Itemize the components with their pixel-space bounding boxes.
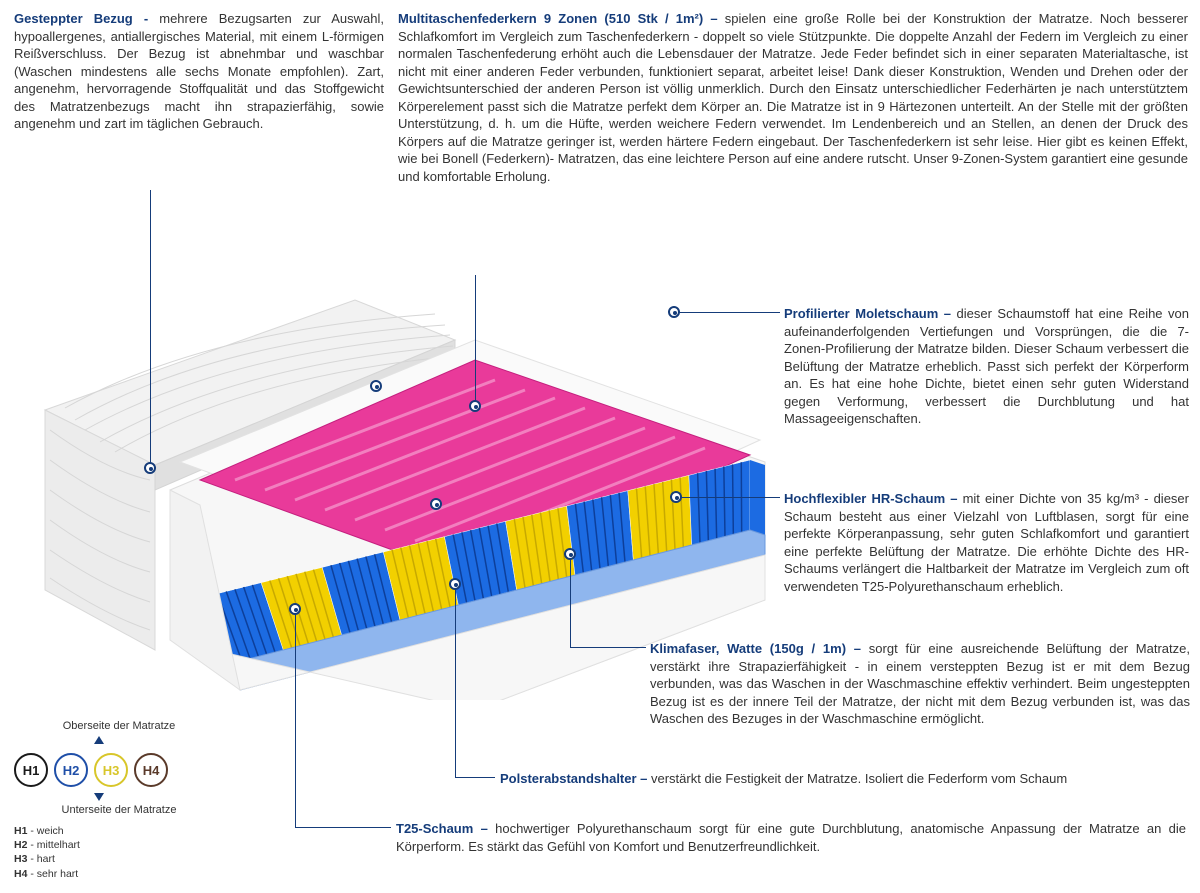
lead-line: [150, 190, 151, 465]
marker-pink-foam: [668, 306, 680, 318]
marker-cover: [144, 462, 156, 474]
marker-spacer: [449, 578, 461, 590]
molet-body: dieser Schaumstoff hat eine Reihe von au…: [784, 306, 1189, 426]
t25-title: T25-Schaum –: [396, 821, 495, 836]
marker-t25: [289, 603, 301, 615]
spacer-description: Polsterabstandshalter – verstärkt die Fe…: [500, 770, 1190, 788]
hr-foam-description: Hochflexibler HR-Schaum – mit einer Dich…: [784, 490, 1189, 595]
hardness-legend: Oberseite der Matratze H1 H2 H3 H4 Unter…: [14, 720, 224, 881]
marker-extra: [370, 380, 382, 392]
lead-line: [455, 777, 495, 778]
cover-description: Gesteppter Bezug - mehrere Bezugsarten z…: [14, 10, 384, 133]
marker-klimafaser: [564, 548, 576, 560]
molet-title: Profilierter Moletschaum –: [784, 306, 957, 321]
hr-title: Hochflexibler HR-Schaum –: [784, 491, 963, 506]
cover-title: Gesteppter Bezug -: [14, 11, 159, 26]
t25-description: T25-Schaum – hochwertiger Polyurethansch…: [396, 820, 1186, 855]
lead-line: [295, 827, 391, 828]
hardness-h3: H3: [94, 753, 128, 787]
springs-title: Multitaschenfederkern 9 Zonen (510 Stk /…: [398, 11, 725, 26]
hardness-h4: H4: [134, 753, 168, 787]
springs-body: spielen eine große Rolle bei der Konstru…: [398, 11, 1188, 184]
hardness-h1: H1: [14, 753, 48, 787]
legend-top-label: Oberseite der Matratze: [14, 720, 224, 732]
legend-bottom-label: Unterseite der Matratze: [14, 804, 224, 816]
mattress-diagram: [5, 280, 775, 700]
marker-extra: [430, 498, 442, 510]
spacer-body: verstärkt die Festigkeit der Matratze. I…: [651, 771, 1067, 786]
marker-hr-foam: [670, 491, 682, 503]
hr-body: mit einer Dichte von 35 kg/m³ - dieser S…: [784, 491, 1189, 594]
hardness-h2: H2: [54, 753, 88, 787]
legend-circles: H1 H2 H3 H4: [14, 753, 224, 787]
molet-foam-description: Profilierter Moletschaum – dieser Schaum…: [784, 305, 1189, 428]
lead-line: [295, 610, 296, 827]
lead-line: [570, 555, 571, 647]
marker-springs: [469, 400, 481, 412]
lead-line: [680, 497, 780, 498]
lead-line: [455, 585, 456, 777]
lead-line: [570, 647, 646, 648]
lead-line: [475, 275, 476, 405]
spacer-title: Polsterabstandshalter –: [500, 771, 651, 786]
springs-description: Multitaschenfederkern 9 Zonen (510 Stk /…: [398, 10, 1188, 185]
t25-body: hochwertiger Polyurethanschaum sorgt für…: [396, 821, 1186, 854]
lead-line: [678, 312, 780, 313]
legend-list: H1 - weich H2 - mittelhart H3 - hart H4 …: [14, 824, 224, 881]
cover-body: mehrere Bezugsarten zur Auswahl, hypoall…: [14, 11, 384, 131]
